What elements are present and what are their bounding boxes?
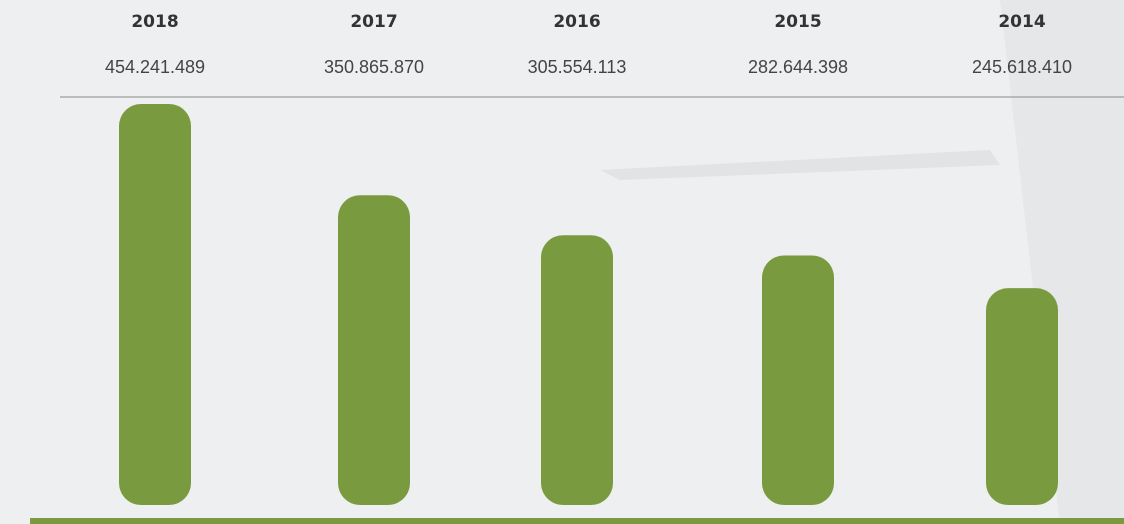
year-label: 2014 [998, 12, 1045, 32]
value-label: 454.241.489 [105, 57, 205, 77]
bar [986, 288, 1058, 505]
value-label: 245.618.410 [972, 57, 1072, 77]
value-label: 305.554.113 [528, 57, 627, 77]
bar [762, 255, 834, 505]
page: 2018 454.241.489 2017 350.865.870 2016 305.55… [0, 0, 1124, 524]
year-label: 2016 [553, 12, 600, 32]
bar [338, 195, 410, 505]
baseline-band [30, 518, 1124, 524]
value-label: 282.644.398 [748, 57, 848, 77]
chart: 2018 454.241.489 2017 350.865.870 2016 305.55… [0, 0, 1124, 524]
bar [541, 235, 613, 505]
background-decoration [600, 150, 1000, 180]
year-label: 2017 [350, 12, 397, 32]
year-label: 2015 [774, 12, 821, 32]
year-label: 2018 [131, 12, 178, 32]
bar [119, 104, 191, 505]
value-label: 350.865.870 [324, 57, 424, 77]
